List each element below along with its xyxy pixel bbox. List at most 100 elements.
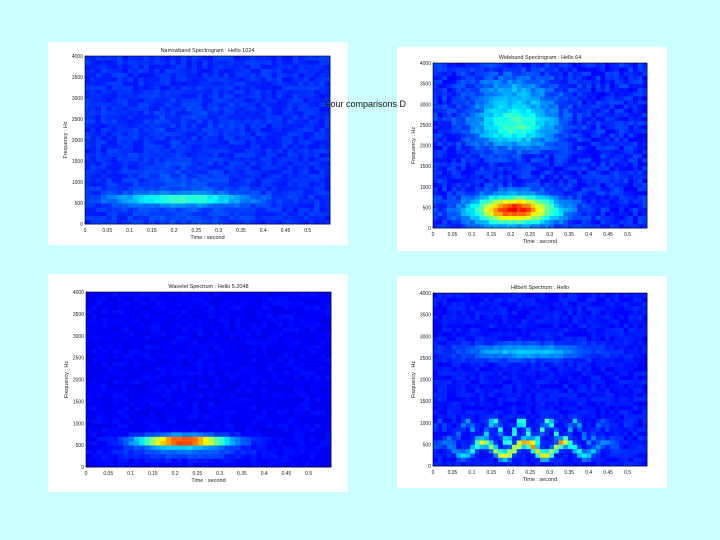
heatmap-cell	[298, 106, 304, 111]
heatmap-cell	[192, 397, 199, 402]
heatmap-cell	[502, 141, 508, 146]
heatmap-cell	[314, 77, 320, 82]
heatmap-cell	[224, 379, 231, 385]
heatmap-cell	[591, 71, 597, 76]
heatmap-cell	[488, 157, 494, 163]
heatmap-cell	[138, 165, 144, 170]
heatmap-cell	[95, 110, 102, 116]
heatmap-cell	[170, 215, 176, 221]
heatmap-cell	[218, 102, 224, 107]
heatmap-cell	[255, 161, 262, 166]
heatmap-cell	[86, 348, 92, 354]
heatmap-cell	[586, 215, 592, 221]
heatmap-cell	[507, 195, 513, 200]
heatmap-cell	[586, 120, 592, 126]
heatmap-cell	[224, 458, 231, 464]
heatmap-cell	[138, 114, 144, 120]
heatmap-cell	[474, 166, 480, 171]
heatmap-cell	[488, 149, 494, 155]
heatmap-cell	[223, 119, 230, 124]
heatmap-cell	[224, 331, 231, 337]
heatmap-cell	[446, 71, 453, 76]
heatmap-cell	[117, 309, 124, 315]
heatmap-cell	[224, 436, 231, 442]
heatmap-cell	[155, 327, 161, 332]
heatmap-cell	[614, 207, 620, 212]
heatmap-cell	[207, 207, 214, 212]
heatmap-cell	[116, 68, 123, 74]
heatmap-cell	[526, 104, 532, 109]
heatmap-cell	[116, 207, 123, 212]
heatmap-cell	[144, 414, 151, 420]
heatmap-cell	[148, 93, 155, 99]
heatmap-cell	[240, 309, 247, 315]
heatmap-cell	[502, 91, 508, 97]
heatmap-cell	[122, 68, 129, 74]
heatmap-cell	[181, 392, 188, 398]
heatmap-cell	[628, 116, 634, 122]
heatmap-cell	[628, 215, 634, 221]
heatmap-cell	[234, 211, 240, 216]
heatmap-cell	[85, 56, 91, 61]
heatmap-cell	[107, 296, 114, 302]
heatmap-cell	[235, 401, 241, 407]
heatmap-cell	[160, 362, 167, 367]
heatmap-cell	[224, 313, 231, 319]
heatmap-cell	[563, 79, 569, 85]
heatmap-cell	[271, 72, 278, 78]
heatmap-cell	[460, 75, 466, 80]
heatmap-cell	[133, 353, 140, 359]
heatmap-cell	[250, 119, 256, 124]
heatmap-cell	[240, 445, 247, 450]
heatmap-cell	[516, 141, 522, 146]
heatmap-cell	[159, 85, 166, 90]
heatmap-cell	[451, 75, 457, 80]
heatmap-cell	[507, 83, 513, 89]
heatmap-cell	[245, 445, 252, 450]
heatmap-cell	[535, 203, 541, 208]
heatmap-cell	[191, 98, 198, 103]
heatmap-cell	[107, 397, 114, 402]
heatmap-cell	[212, 211, 219, 216]
heatmap-cell	[95, 207, 102, 212]
heatmap-cell	[563, 170, 569, 175]
heatmap-cell	[479, 75, 485, 80]
heatmap-cell	[202, 98, 208, 103]
heatmap-cell	[95, 203, 102, 208]
heatmap-cell	[192, 383, 199, 389]
heatmap-cell	[260, 219, 267, 225]
heatmap-cell	[526, 186, 532, 192]
heatmap-cell	[154, 72, 160, 78]
heatmap-cell	[451, 215, 457, 221]
heatmap-cell	[149, 309, 156, 315]
heatmap-cell	[250, 173, 256, 179]
heatmap-cell	[234, 144, 240, 149]
heatmap-cell	[132, 102, 139, 107]
heatmap-cell	[165, 344, 172, 350]
heatmap-cell	[191, 219, 198, 225]
heatmap-cell	[512, 133, 518, 138]
heatmap-cell	[107, 379, 114, 385]
heatmap-cell	[197, 318, 204, 324]
heatmap-cell	[282, 85, 288, 90]
heatmap-cell	[203, 414, 209, 420]
heatmap-cell	[180, 89, 187, 95]
heatmap-cell	[170, 156, 176, 162]
heatmap-cell	[148, 68, 155, 74]
heatmap-cell	[493, 203, 499, 208]
heatmap-cell	[540, 75, 546, 80]
heatmap-cell	[112, 432, 119, 437]
heatmap-cell	[572, 223, 578, 229]
heatmap-cell	[619, 79, 625, 85]
heatmap-cell	[292, 60, 299, 65]
heatmap-cell	[85, 123, 91, 128]
heatmap-cell	[484, 186, 490, 192]
heatmap-cell	[224, 357, 231, 363]
heatmap-cell	[287, 148, 294, 153]
heatmap-cell	[132, 211, 139, 216]
heatmap-cell	[181, 405, 188, 411]
heatmap-cell	[498, 83, 504, 89]
heatmap-cell	[292, 102, 299, 107]
heatmap-cell	[192, 370, 199, 376]
heatmap-cell	[628, 145, 634, 151]
